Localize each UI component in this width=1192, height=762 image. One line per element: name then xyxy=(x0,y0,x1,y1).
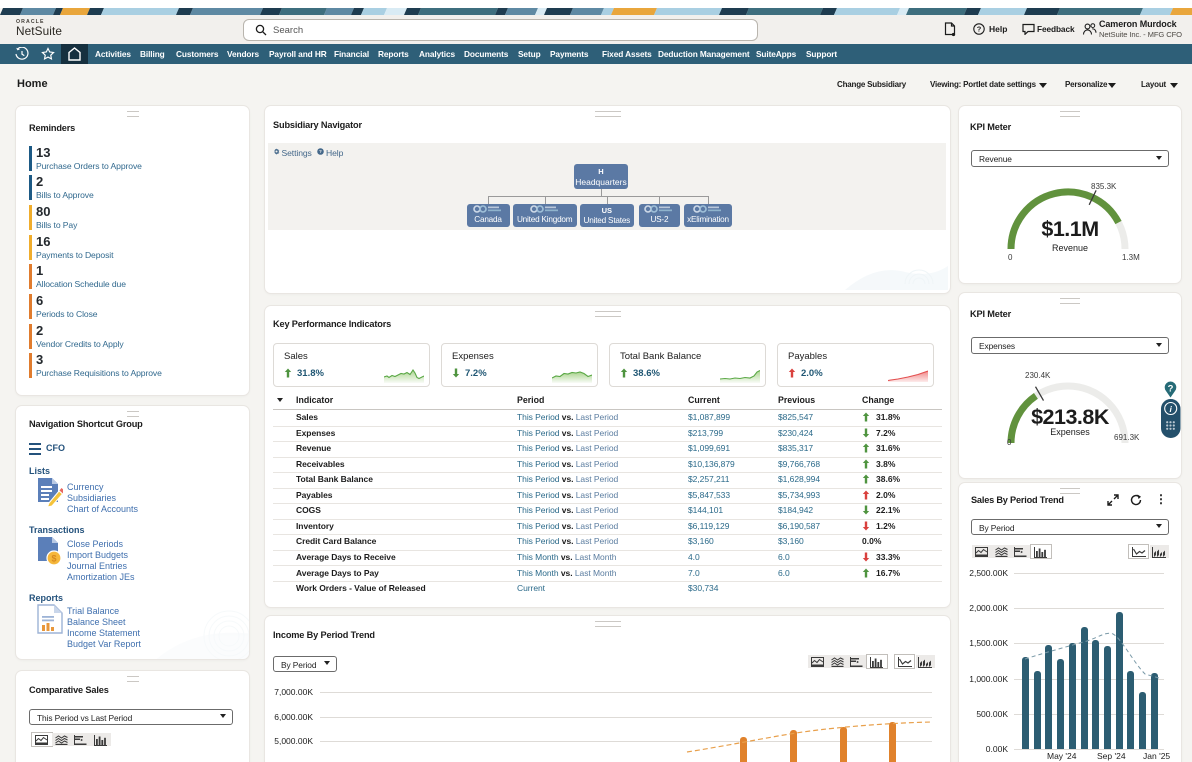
svg-text:?: ? xyxy=(977,25,982,34)
svg-text:i: i xyxy=(1170,404,1173,414)
svg-text:$: $ xyxy=(51,554,56,564)
svg-text:?: ? xyxy=(1168,384,1174,395)
svg-text:?: ? xyxy=(319,149,322,154)
